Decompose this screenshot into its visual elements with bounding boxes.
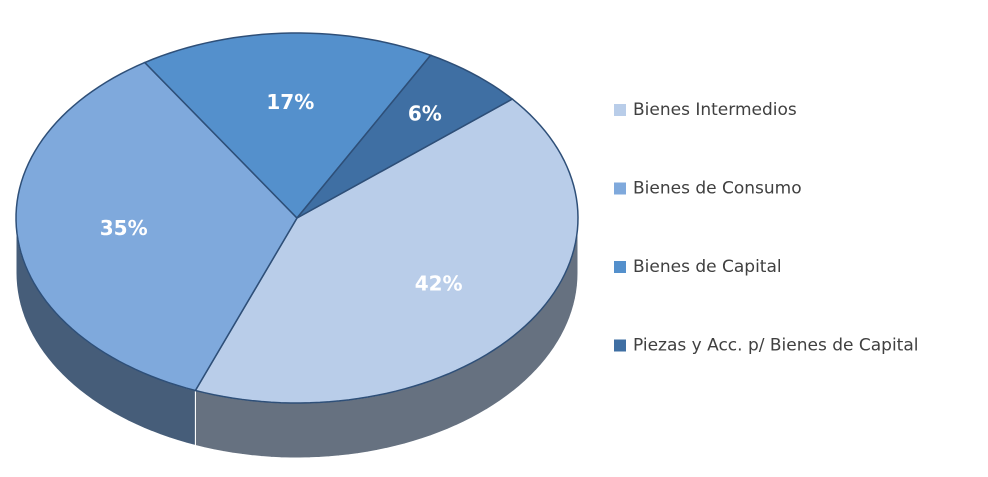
data-label: 42% <box>415 271 463 295</box>
data-label: 6% <box>408 101 442 125</box>
legend-label: Piezas y Acc. p/ Bienes de Capital <box>633 336 918 356</box>
pie-slice <box>296 54 514 219</box>
legend-label: Bienes de Consumo <box>633 179 802 199</box>
legend-swatch <box>614 261 626 273</box>
legend-label: Bienes de Capital <box>633 257 782 277</box>
pie-slice <box>15 61 298 392</box>
pie-slice <box>143 32 432 220</box>
legend-swatch <box>614 182 626 195</box>
data-label: 35% <box>100 216 148 240</box>
data-label: 17% <box>266 90 314 114</box>
legend-swatch <box>614 104 626 116</box>
pie-slice <box>194 98 579 404</box>
legend-label: Bienes Intermedios <box>633 100 797 120</box>
legend-swatch <box>614 339 626 352</box>
